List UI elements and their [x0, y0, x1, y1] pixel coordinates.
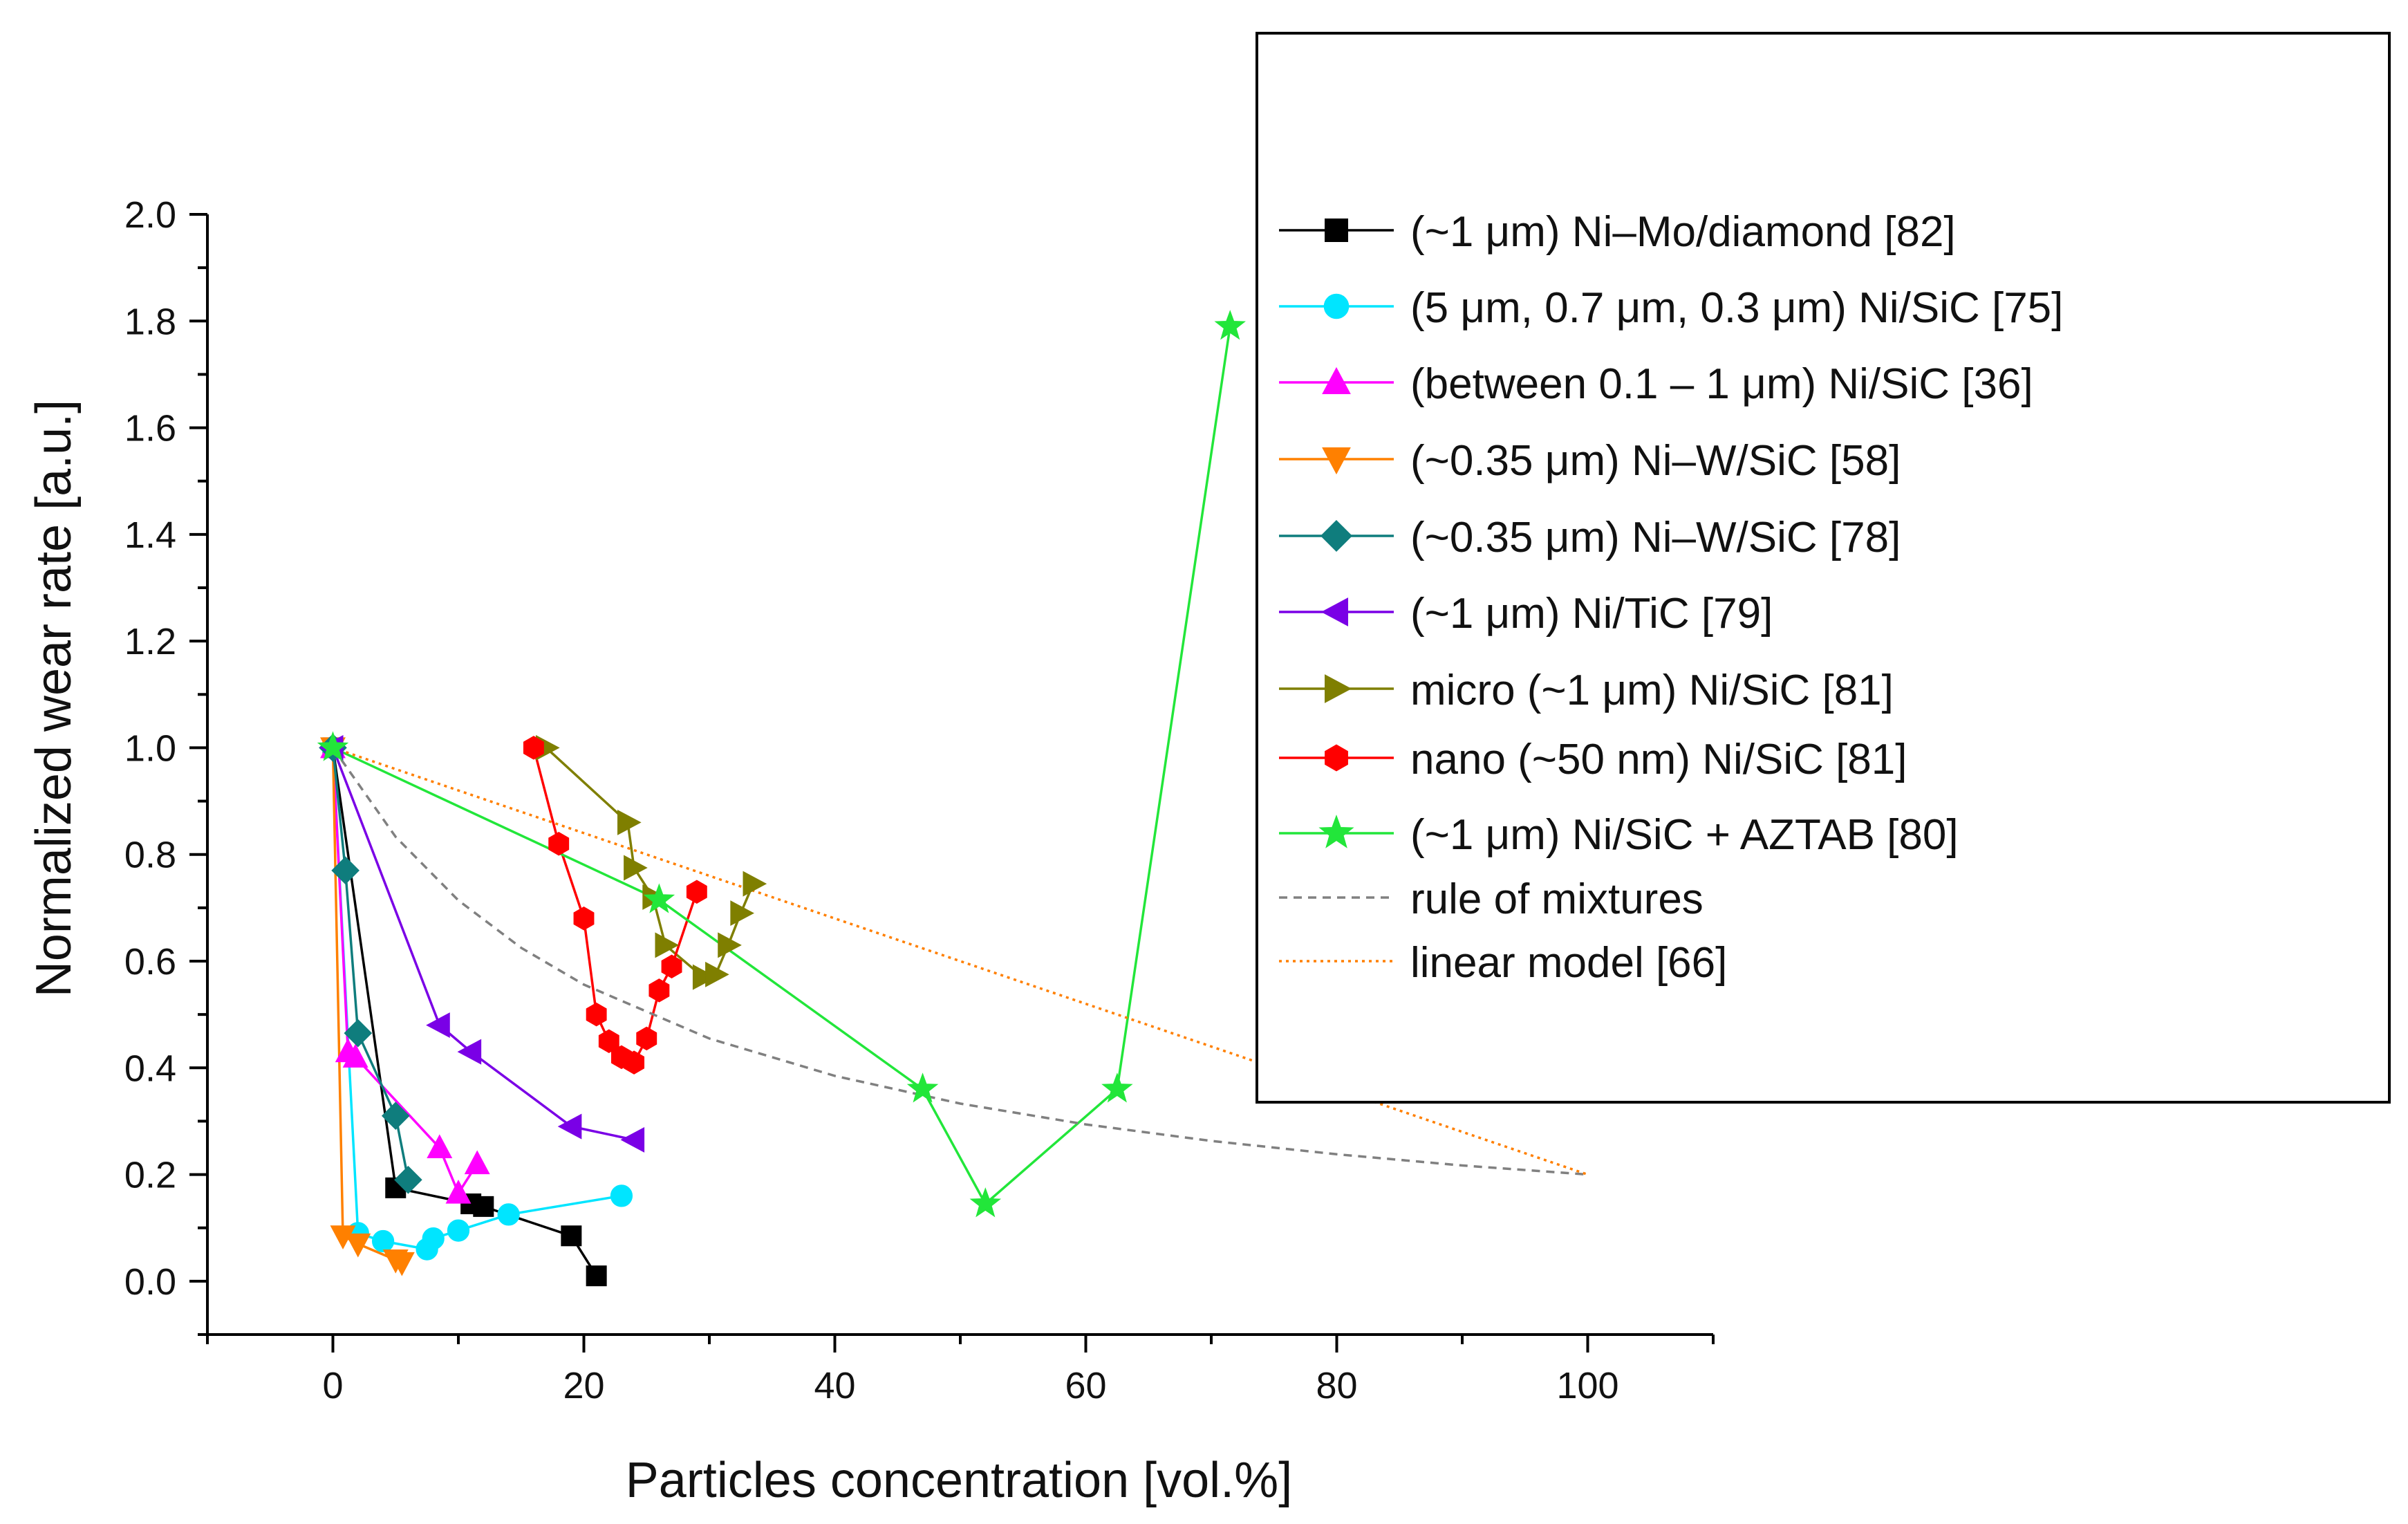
data-point-6-4 — [655, 932, 680, 958]
data-point-2-2 — [342, 1043, 368, 1068]
data-point-7-9 — [661, 954, 682, 978]
data-point-1-7 — [610, 1184, 633, 1207]
data-point-5-4 — [620, 1126, 645, 1153]
legend-label-10: linear model [66] — [1410, 939, 1727, 987]
data-point-7-1 — [548, 832, 570, 856]
legend-box — [1256, 32, 2391, 1104]
legend-label-8: (~1 μm) Ni/SiC + AZTAB [80] — [1410, 811, 1959, 859]
data-point-8-0 — [317, 731, 349, 761]
legend-marker-6 — [1325, 674, 1352, 703]
x-axis-label: Particles concentration [vol.%] — [626, 1453, 1292, 1508]
y-tick-label: 1.2 — [124, 621, 176, 662]
legend-marker-3 — [1322, 447, 1351, 475]
y-tick-label: 1.0 — [124, 727, 176, 769]
data-point-2-5 — [464, 1150, 490, 1175]
legend-marker-4 — [1320, 519, 1353, 552]
data-point-2-3 — [427, 1134, 453, 1158]
y-tick-label: 1.4 — [124, 514, 176, 556]
y-tick-label: 0.4 — [124, 1048, 176, 1089]
data-point-7-8 — [648, 978, 670, 1003]
legend-marker-8 — [1318, 815, 1354, 848]
legend-label-1: (5 μm, 0.7 μm, 0.3 μm) Ni/SiC [75] — [1410, 284, 2063, 332]
x-tick-label: 60 — [1065, 1365, 1106, 1406]
y-tick-label: 1.6 — [124, 408, 176, 449]
legend-label-9: rule of mixtures — [1410, 875, 1704, 923]
data-point-1-5 — [447, 1219, 470, 1242]
data-point-8-1 — [643, 883, 675, 913]
data-point-7-10 — [686, 880, 707, 904]
series-line-9 — [332, 747, 1588, 1176]
data-point-6-6 — [705, 961, 729, 987]
data-point-8-3 — [969, 1187, 1002, 1218]
data-point-7-0 — [523, 736, 544, 760]
data-point-0-5 — [586, 1265, 607, 1287]
data-point-5-3 — [557, 1113, 582, 1140]
x-tick-label: 80 — [1316, 1365, 1357, 1406]
legend-label-3: (~0.35 μm) Ni–W/SiC [58] — [1410, 437, 1901, 485]
legend-label-7: nano (~50 nm) Ni/SiC [81] — [1410, 736, 1907, 783]
legend-label-0: (~1 μm) Ni–Mo/diamond [82] — [1410, 208, 1956, 256]
data-point-5-1 — [426, 1012, 450, 1039]
legend-label-5: (~1 μm) Ni/TiC [79] — [1410, 590, 1773, 638]
data-point-6-8 — [730, 900, 755, 927]
legend-marker-7 — [1325, 744, 1348, 772]
y-tick-label: 0.2 — [124, 1155, 176, 1196]
legend-label-4: (~0.35 μm) Ni–W/SiC [78] — [1410, 514, 1901, 561]
data-point-8-2 — [906, 1072, 939, 1103]
x-tick-label: 40 — [814, 1365, 855, 1406]
data-point-1-4 — [422, 1227, 445, 1250]
y-tick-label: 0.8 — [124, 835, 176, 876]
data-point-7-7 — [636, 1026, 657, 1051]
data-point-4-4 — [394, 1165, 422, 1194]
y-tick-label: 2.0 — [124, 194, 176, 236]
data-point-7-6 — [624, 1050, 645, 1075]
data-point-7-4 — [598, 1029, 619, 1053]
y-tick-label: 0.0 — [124, 1261, 176, 1303]
data-point-2-4 — [445, 1179, 472, 1204]
series-line-6 — [545, 747, 755, 978]
data-point-3-2 — [345, 1233, 371, 1258]
legend-marker-1 — [1323, 293, 1350, 319]
x-tick-label: 100 — [1556, 1365, 1618, 1406]
x-tick-label: 0 — [322, 1365, 343, 1406]
data-point-7-3 — [586, 1002, 607, 1027]
data-point-4-1 — [331, 856, 360, 885]
data-point-0-3 — [473, 1196, 494, 1217]
legend-marker-5 — [1320, 597, 1348, 626]
x-tick-label: 20 — [563, 1365, 604, 1406]
data-point-6-9 — [743, 871, 767, 897]
data-point-3-4 — [389, 1252, 415, 1276]
data-point-8-4 — [1101, 1072, 1133, 1103]
legend-label-6: micro (~1 μm) Ni/SiC [81] — [1410, 667, 1894, 714]
legend: (~1 μm) Ni–Mo/diamond [82] (5 μm, 0.7 μm,… — [1256, 32, 2391, 1104]
legend-marker-0 — [1325, 219, 1348, 242]
data-point-4-3 — [381, 1102, 410, 1131]
data-point-7-2 — [573, 907, 595, 931]
legend-label-2: (between 0.1 – 1 μm) Ni/SiC [36] — [1410, 360, 2033, 408]
axes: 0 20 40 60 80 100 0.0 0.2 0.4 0.6 0.8 1.0 1.2 1.4 1.6 1… — [124, 194, 1715, 1406]
plot-markers — [317, 310, 1246, 1287]
data-point-0-4 — [561, 1225, 582, 1247]
data-point-1-2 — [371, 1229, 395, 1253]
data-point-6-7 — [718, 932, 742, 958]
y-tick-label: 0.6 — [124, 941, 176, 983]
data-point-1-6 — [497, 1203, 520, 1226]
data-point-8-5 — [1214, 310, 1246, 340]
data-point-6-1 — [617, 809, 642, 835]
data-point-6-2 — [624, 855, 648, 881]
legend-marker-2 — [1322, 366, 1351, 394]
data-point-5-2 — [457, 1039, 482, 1065]
data-point-4-2 — [344, 1019, 373, 1048]
y-axis-label: Normalized wear rate [a.u.] — [26, 400, 82, 997]
series-line-8 — [332, 326, 1231, 1206]
data-point-6-5 — [692, 964, 717, 990]
y-tick-label: 1.8 — [124, 301, 176, 342]
